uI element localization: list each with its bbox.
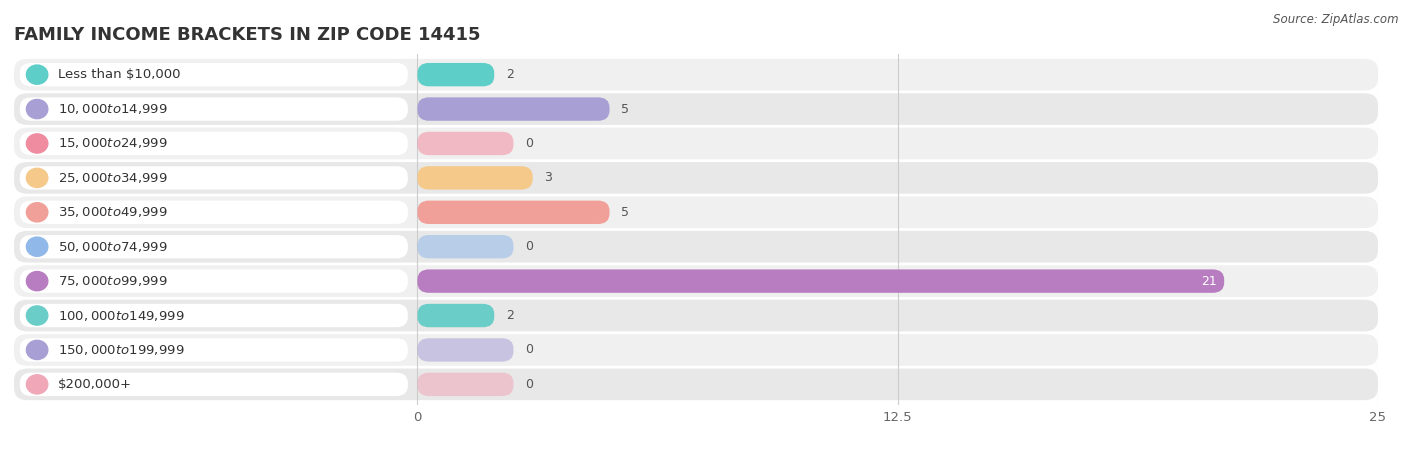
Text: $200,000+: $200,000+ [58,378,132,391]
FancyBboxPatch shape [418,373,513,396]
FancyBboxPatch shape [14,59,1378,90]
Circle shape [27,134,48,153]
FancyBboxPatch shape [14,266,1378,297]
FancyBboxPatch shape [20,373,408,396]
Text: $15,000 to $24,999: $15,000 to $24,999 [58,136,167,150]
Text: 0: 0 [524,343,533,356]
FancyBboxPatch shape [20,97,408,121]
Circle shape [27,306,48,325]
Text: 5: 5 [621,206,628,219]
FancyBboxPatch shape [20,166,408,189]
FancyBboxPatch shape [14,128,1378,159]
Circle shape [27,375,48,394]
FancyBboxPatch shape [14,300,1378,331]
Text: $75,000 to $99,999: $75,000 to $99,999 [58,274,167,288]
FancyBboxPatch shape [418,304,495,327]
Text: 0: 0 [524,240,533,253]
Text: 2: 2 [506,68,513,81]
Circle shape [27,99,48,119]
FancyBboxPatch shape [20,338,408,362]
Text: Less than $10,000: Less than $10,000 [58,68,181,81]
Text: 21: 21 [1201,274,1216,288]
FancyBboxPatch shape [418,201,610,224]
FancyBboxPatch shape [418,270,1225,293]
FancyBboxPatch shape [20,132,408,155]
Text: $35,000 to $49,999: $35,000 to $49,999 [58,205,167,219]
Text: 3: 3 [544,171,553,184]
FancyBboxPatch shape [20,270,408,293]
FancyBboxPatch shape [418,63,495,86]
FancyBboxPatch shape [418,338,513,362]
FancyBboxPatch shape [418,97,610,121]
FancyBboxPatch shape [14,231,1378,262]
Text: $100,000 to $149,999: $100,000 to $149,999 [58,309,184,323]
Text: 0: 0 [524,378,533,391]
Text: $25,000 to $34,999: $25,000 to $34,999 [58,171,167,185]
Circle shape [27,237,48,256]
Text: Source: ZipAtlas.com: Source: ZipAtlas.com [1274,14,1399,27]
Text: 5: 5 [621,103,628,116]
Text: 2: 2 [506,309,513,322]
Text: $50,000 to $74,999: $50,000 to $74,999 [58,240,167,254]
FancyBboxPatch shape [20,63,408,86]
FancyBboxPatch shape [418,235,513,258]
Circle shape [27,340,48,360]
FancyBboxPatch shape [14,369,1378,400]
FancyBboxPatch shape [418,132,513,155]
FancyBboxPatch shape [14,162,1378,194]
Text: $150,000 to $199,999: $150,000 to $199,999 [58,343,184,357]
FancyBboxPatch shape [14,93,1378,125]
Text: FAMILY INCOME BRACKETS IN ZIP CODE 14415: FAMILY INCOME BRACKETS IN ZIP CODE 14415 [14,26,481,44]
FancyBboxPatch shape [418,166,533,189]
Text: $10,000 to $14,999: $10,000 to $14,999 [58,102,167,116]
FancyBboxPatch shape [14,197,1378,228]
FancyBboxPatch shape [20,304,408,327]
FancyBboxPatch shape [20,235,408,258]
Circle shape [27,65,48,84]
FancyBboxPatch shape [20,201,408,224]
Text: 0: 0 [524,137,533,150]
Circle shape [27,168,48,188]
Circle shape [27,202,48,222]
FancyBboxPatch shape [14,334,1378,366]
Circle shape [27,271,48,291]
